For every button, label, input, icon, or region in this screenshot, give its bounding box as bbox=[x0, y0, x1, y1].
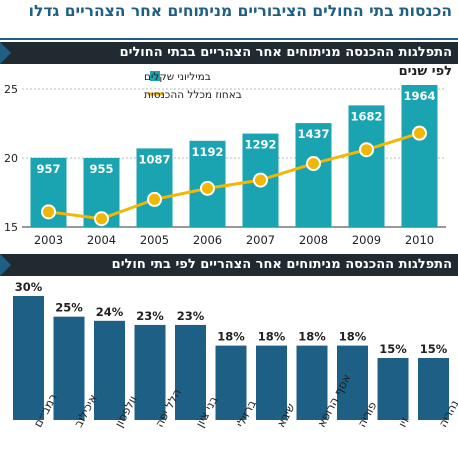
hospital-value-label: 18% bbox=[258, 330, 286, 344]
chart2-bars bbox=[13, 296, 449, 420]
section1-title: התפלגות ההכנסה מניתוחים אחר הצהריים בבתי… bbox=[0, 42, 458, 64]
bar-value-label: 1437 bbox=[297, 127, 329, 141]
legend-label-bars: במיליוני שקלים bbox=[144, 71, 211, 83]
percent-point-2003 bbox=[41, 204, 56, 220]
hospital-value-label: 18% bbox=[298, 330, 326, 344]
hospital-value-label: 18% bbox=[339, 330, 367, 344]
chart1-labels: 957 2003 955 2004 1087 2005 1192 2006 1292 2007 14… bbox=[34, 89, 436, 247]
divider bbox=[0, 38, 458, 40]
x-tick-label: 2007 bbox=[246, 233, 275, 247]
chart-by-year: 25 20 15 957 2003 955 2004 1087 2005 1192 2006 129… bbox=[4, 71, 446, 247]
bar-value-label: 1964 bbox=[403, 89, 435, 103]
y-tick-label: 20 bbox=[4, 152, 18, 165]
chart1-line bbox=[41, 125, 427, 227]
page-headline: הכנסות בתי החולים הציבוריים מניתוחים אחר… bbox=[28, 2, 452, 20]
bar-value-label: 1682 bbox=[350, 109, 382, 123]
section2-marker bbox=[0, 254, 11, 276]
bar-value-label: 955 bbox=[89, 162, 113, 176]
hospital-value-label: 23% bbox=[177, 309, 205, 323]
hospital-value-label: 15% bbox=[379, 342, 407, 356]
bar-value-label: 1292 bbox=[244, 138, 276, 152]
hospital-bar bbox=[53, 316, 85, 420]
hospital-bar bbox=[377, 358, 409, 420]
percent-line bbox=[48, 131, 420, 221]
legend-label-line: באחוז מכלל ההכנסות bbox=[144, 89, 242, 101]
y-tick-label: 15 bbox=[4, 221, 18, 234]
hospital-value-label: 30% bbox=[15, 280, 43, 294]
hospital-value-label: 15% bbox=[420, 342, 448, 356]
hospital-bar bbox=[418, 358, 449, 420]
x-tick-label: 2004 bbox=[87, 233, 116, 247]
hospital-value-label: 24% bbox=[96, 305, 124, 319]
x-tick-label: 2010 bbox=[405, 233, 434, 247]
hospital-name-label: זיו bbox=[395, 414, 412, 429]
bar-2005 bbox=[136, 148, 173, 227]
hospital-bar bbox=[296, 345, 328, 420]
percent-point-2005 bbox=[147, 191, 162, 207]
percent-point-2008 bbox=[306, 156, 321, 172]
bar-value-label: 1087 bbox=[138, 152, 170, 166]
hospital-value-label: 25% bbox=[55, 301, 83, 315]
x-tick-label: 2005 bbox=[140, 233, 169, 247]
percent-point-2010 bbox=[412, 125, 427, 141]
hospital-bar bbox=[215, 345, 247, 420]
hospital-bar bbox=[175, 324, 206, 420]
hospital-bar bbox=[94, 320, 125, 420]
percent-point-2007 bbox=[253, 172, 268, 188]
hospital-value-label: 23% bbox=[136, 309, 164, 323]
bar-value-label: 957 bbox=[36, 162, 60, 176]
section2-title: התפלגות ההכנסה מניתוחים אחר הצהריים לפי … bbox=[0, 254, 458, 276]
y-tick-label: 25 bbox=[4, 83, 18, 96]
hospital-value-label: 18% bbox=[217, 330, 245, 344]
bar-2009 bbox=[348, 105, 385, 227]
section1-subtitle: לפי שנים bbox=[398, 64, 452, 79]
hospital-bar bbox=[134, 324, 166, 420]
percent-point-2004 bbox=[94, 211, 109, 227]
percent-point-2009 bbox=[359, 142, 374, 158]
bar-value-label: 1192 bbox=[191, 145, 223, 159]
section1-marker bbox=[0, 42, 11, 64]
x-tick-label: 2003 bbox=[34, 233, 63, 247]
hospital-bar bbox=[337, 345, 368, 420]
chart1-legend: במיליוני שקלים באחוז מכלל ההכנסות bbox=[144, 71, 242, 101]
bar-2008 bbox=[295, 123, 332, 227]
bar-2010 bbox=[401, 85, 438, 227]
percent-point-2006 bbox=[200, 180, 215, 196]
hospital-bar bbox=[256, 345, 287, 420]
x-tick-label: 2009 bbox=[352, 233, 381, 247]
x-tick-label: 2008 bbox=[299, 233, 328, 247]
hospital-bar bbox=[13, 296, 44, 420]
legend-swatch-bars bbox=[150, 71, 160, 81]
x-tick-label: 2006 bbox=[193, 233, 222, 247]
